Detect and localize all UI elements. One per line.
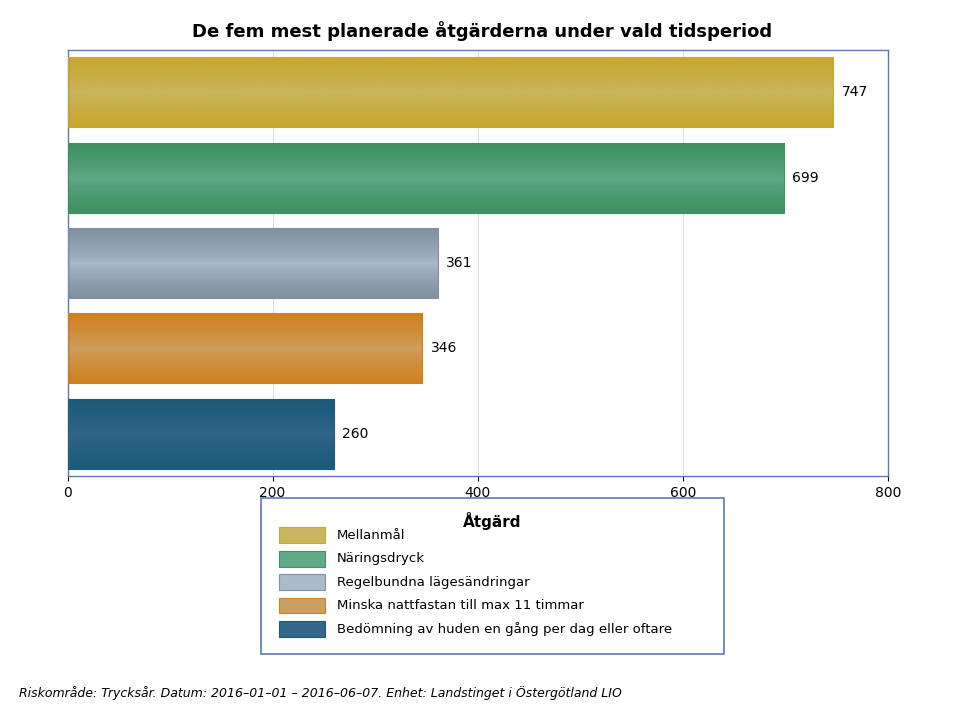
Text: Åtgärd: Åtgärd [463, 512, 521, 530]
Text: Minska nattfastan till max 11 timmar: Minska nattfastan till max 11 timmar [337, 599, 584, 612]
Bar [68, 143, 785, 213]
X-axis label: Antal: Antal [455, 506, 501, 520]
FancyBboxPatch shape [279, 574, 325, 590]
FancyBboxPatch shape [279, 551, 325, 567]
Text: 699: 699 [792, 171, 819, 185]
FancyBboxPatch shape [279, 598, 325, 614]
Text: 346: 346 [430, 341, 456, 356]
FancyBboxPatch shape [261, 498, 724, 654]
Text: 260: 260 [343, 427, 369, 441]
Text: Regelbundna lägesändringar: Regelbundna lägesändringar [337, 576, 530, 589]
FancyBboxPatch shape [279, 621, 325, 637]
Text: Riskområde: Trycksår. Datum: 2016–01–01 – 2016–06–07. Enhet: Landstinget i Öster: Riskområde: Trycksår. Datum: 2016–01–01 … [19, 686, 622, 700]
Text: Bedömning av huden en gång per dag eller oftare: Bedömning av huden en gång per dag eller… [337, 622, 672, 636]
Text: Näringsdryck: Näringsdryck [337, 552, 425, 565]
Text: Mellanmål: Mellanmål [337, 529, 405, 542]
Text: De fem mest planerade åtgärderna under vald tidsperiod: De fem mest planerade åtgärderna under v… [192, 21, 773, 41]
Bar [68, 58, 834, 127]
Bar [68, 399, 334, 469]
Bar [68, 314, 423, 383]
Text: 361: 361 [446, 256, 473, 270]
Bar [68, 228, 438, 298]
FancyBboxPatch shape [279, 528, 325, 543]
Text: 747: 747 [841, 85, 868, 100]
